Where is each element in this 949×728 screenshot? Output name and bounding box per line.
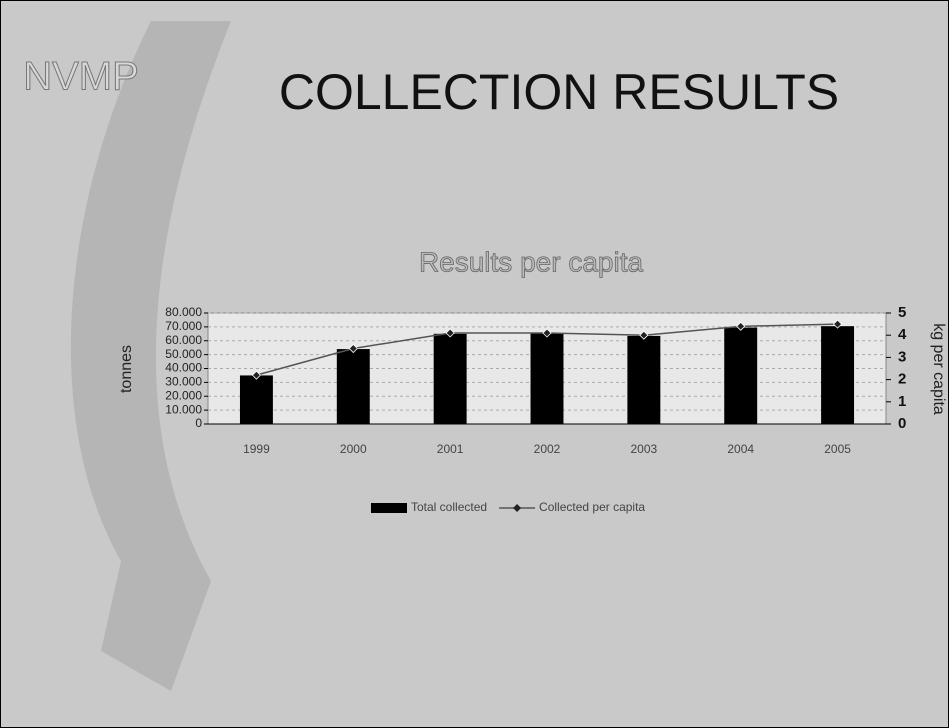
y-tick-label: 80.000	[165, 305, 202, 319]
y-tick-label: 40.000	[165, 361, 202, 375]
x-tick-label: 2001	[437, 442, 464, 456]
x-tick-label: 2003	[631, 442, 658, 456]
y2-tick-label: 1	[898, 393, 906, 410]
x-tick-label: 2000	[340, 442, 367, 456]
slide: NVMP COLLECTION RESULTS Results per capi…	[0, 0, 949, 728]
y-tick-label: 60.000	[165, 333, 202, 347]
bar	[434, 334, 467, 424]
y2-tick-label: 3	[898, 348, 906, 365]
bar	[821, 326, 854, 424]
y-axis-label: tonnes	[118, 345, 135, 393]
chart-title: Results per capita	[419, 246, 644, 277]
y-tick-label: 30.000	[165, 375, 202, 389]
x-tick-label: 1999	[243, 442, 270, 456]
chart: NVMP COLLECTION RESULTS Results per capi…	[1, 1, 948, 727]
legend-label: Total collected	[411, 500, 487, 514]
bar	[337, 349, 370, 424]
x-tick-label: 2002	[534, 442, 561, 456]
x-tick-label: 2005	[824, 442, 851, 456]
y-tick-label: 20.000	[165, 388, 202, 402]
y2-tick-label: 4	[898, 326, 907, 343]
bar	[531, 333, 564, 424]
bar	[240, 375, 273, 424]
bar	[627, 336, 660, 424]
y-tick-label: 50.000	[165, 347, 202, 361]
legend-swatch	[513, 504, 521, 512]
y-tick-label: 70.000	[165, 319, 202, 333]
logo: NVMP	[23, 55, 139, 99]
y-tick-label: 10.000	[165, 402, 202, 416]
y2-axis-label: kg per capita	[930, 323, 947, 415]
y2-tick-label: 0	[898, 415, 906, 432]
slide-title: COLLECTION RESULTS	[279, 64, 839, 120]
legend-swatch	[371, 503, 407, 513]
decoration	[71, 21, 231, 691]
y-tick-label: 0	[195, 416, 202, 430]
x-tick-label: 2004	[727, 442, 754, 456]
y2-tick-label: 2	[898, 371, 906, 388]
legend-label: Collected per capita	[539, 500, 645, 514]
y2-tick-label: 5	[898, 304, 906, 321]
bar	[724, 328, 757, 424]
